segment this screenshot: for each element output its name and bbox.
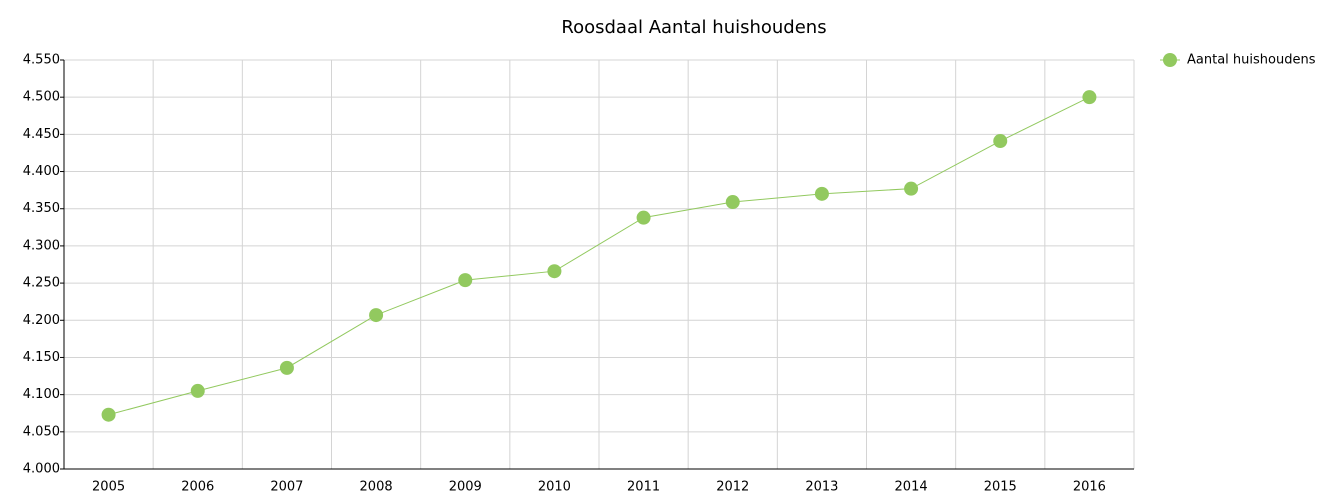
x-tick-label: 2013 (805, 480, 838, 495)
point (369, 308, 384, 323)
y-tick-label: 4.500 (23, 90, 60, 105)
point (993, 134, 1008, 149)
y-tick-label: 4.050 (23, 424, 60, 439)
x-tick-label: 2008 (360, 480, 393, 495)
point (636, 210, 651, 225)
x-tick-label: 2011 (627, 480, 660, 495)
x-tick-label: 2010 (538, 480, 571, 495)
point (814, 186, 829, 201)
x-tick-label: 2016 (1073, 480, 1106, 495)
point (725, 195, 740, 210)
y-tick-label: 4.450 (23, 127, 60, 142)
y-tick-label: 4.350 (23, 201, 60, 216)
chart-title: Roosdaal Aantal huishoudens (561, 17, 826, 38)
x-tick-label: 2015 (984, 480, 1017, 495)
y-tick-label: 4.000 (23, 462, 60, 477)
y-tick-label: 4.200 (23, 313, 60, 328)
y-tick-label: 4.300 (23, 238, 60, 253)
x-tick-label: 2012 (716, 480, 749, 495)
point (904, 181, 919, 196)
legend-label: Aantal huishoudens (1187, 53, 1316, 68)
y-tick-label: 4.400 (23, 164, 60, 179)
y-tick-label: 4.150 (23, 350, 60, 365)
point (279, 360, 294, 375)
point (1082, 90, 1097, 105)
x-tick-label: 2006 (181, 480, 214, 495)
x-tick-label: 2014 (895, 480, 928, 495)
x-tick-label: 2005 (92, 480, 125, 495)
series-line (108, 96, 1090, 416)
x-tick-label: 2009 (449, 480, 482, 495)
legend-marker (1163, 53, 1177, 67)
point (547, 264, 562, 279)
x-tick-label: 2007 (270, 480, 303, 495)
y-tick-label: 4.250 (23, 276, 60, 291)
y-tick-label: 4.550 (23, 53, 60, 68)
point (101, 407, 116, 422)
point (458, 273, 473, 288)
point (190, 383, 205, 398)
y-tick-label: 4.100 (23, 387, 60, 402)
